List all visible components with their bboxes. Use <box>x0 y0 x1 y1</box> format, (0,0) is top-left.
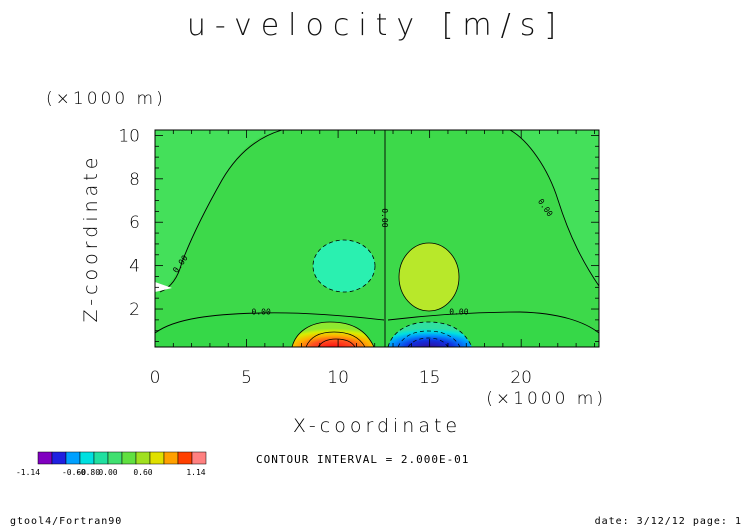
colorbar-swatch <box>79 451 95 465</box>
x-tick-label: 20 <box>510 368 532 388</box>
field-layer <box>155 130 599 347</box>
colorbar-label: 0.00 <box>98 468 117 477</box>
tick-marks <box>154 130 599 347</box>
x-axis-unit: (×1000 m) <box>486 389 606 409</box>
negative-jet-core <box>387 321 473 347</box>
colorbar <box>37 451 207 465</box>
colorbar-swatch <box>107 451 123 465</box>
footer-software: gtool4/Fortran90 <box>10 516 123 527</box>
colorbar-swatch <box>121 451 137 465</box>
y-tick-label: 2 <box>129 300 140 320</box>
x-tick-label: 15 <box>419 368 441 388</box>
colorbar-label: -0.80 <box>76 468 100 477</box>
chart-title: u-velocity [m/s] <box>186 8 566 43</box>
y-axis-label: Z-coordinate <box>80 154 102 323</box>
plot-frame <box>154 129 600 348</box>
colorbar-swatch <box>37 451 53 465</box>
colorbar-swatch <box>65 451 81 465</box>
colorbar-label: -0.60 <box>62 468 86 477</box>
upper-band-right <box>510 130 599 285</box>
positive-jet-core <box>291 321 375 347</box>
zero-contour-low-left <box>155 312 385 334</box>
x-tick-label: 5 <box>241 368 252 388</box>
positive-jet-innermost <box>317 338 356 347</box>
contour-label: 0.00 <box>380 208 389 227</box>
zero-contour-right-dome <box>509 130 599 287</box>
colorbar-label: 0.60 <box>133 468 152 477</box>
x-tick-label: 0 <box>150 368 161 388</box>
colorbar-swatch <box>51 451 67 465</box>
negative-jet-inner <box>397 330 461 347</box>
negative-jet-innermost <box>407 337 449 347</box>
colorbar-swatch <box>163 451 179 465</box>
footer-date-page: date: 3/12/12 page: 1 <box>594 516 742 527</box>
missing-data-region <box>155 282 172 292</box>
lower-band <box>155 312 599 347</box>
tick-labels: 0 5 10 15 20 2 4 6 8 10 <box>118 126 532 388</box>
colorbar-label: 1.14 <box>186 468 205 477</box>
contour-label: 0.00 <box>252 307 271 316</box>
colorbar-swatch <box>93 451 109 465</box>
zero-contour-left-dome <box>159 130 283 293</box>
colorbar-labels: -1.14 -0.60-0.800.00 0.60 1.14 <box>16 468 206 477</box>
weak-positive-cell <box>398 242 460 312</box>
y-tick-label: 8 <box>129 170 140 190</box>
colorbar-label: -1.14 <box>16 468 40 477</box>
y-axis-unit: (×1000 m) <box>46 89 166 109</box>
zero-contour-low-right <box>387 311 599 334</box>
y-tick-label: 4 <box>129 257 140 277</box>
x-tick-label: 10 <box>327 368 349 388</box>
contour-interval-text: CONTOUR INTERVAL = 2.000E-01 <box>256 453 470 466</box>
contour-label: 0.00 <box>449 307 468 316</box>
y-tick-label: 6 <box>129 213 140 233</box>
y-tick-label: 10 <box>118 126 140 146</box>
colorbar-swatch <box>191 451 207 465</box>
colorbar-swatch <box>149 451 165 465</box>
x-axis-label: X-coordinate <box>293 415 461 437</box>
colorbar-swatch <box>135 451 151 465</box>
colorbar-swatch <box>177 451 193 465</box>
weak-negative-cell <box>312 239 376 293</box>
positive-jet-inner <box>305 331 366 347</box>
